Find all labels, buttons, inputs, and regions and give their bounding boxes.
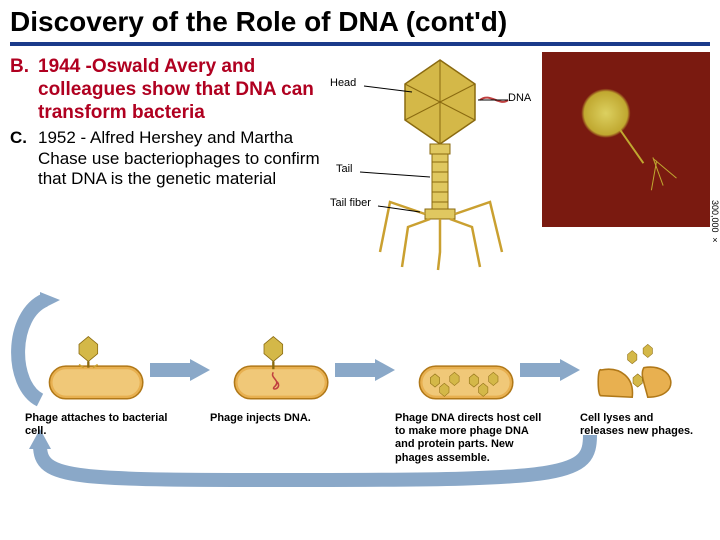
lifecycle-caption-2: Phage injects DNA. <box>210 412 360 425</box>
lifecycle-caption-3: Phage DNA directs host cell to make more… <box>395 412 545 465</box>
title-underline <box>10 42 710 46</box>
micrograph-scale: 300,000 × <box>710 200 720 540</box>
lifecycle-stage-2: Phage injects DNA. <box>210 335 370 425</box>
lifecycle-stage-4: Cell lyses and releases new phages. <box>580 335 710 438</box>
phage-lifecycle: Phage attaches to bacterial cell. Phage … <box>10 300 710 530</box>
bullet-b-letter: B. <box>10 56 38 124</box>
phage-label-tailfiber: Tail fiber <box>330 197 371 209</box>
bullet-c-text: 1952 - Alfred Hershey and Martha Chase u… <box>38 128 340 189</box>
phage-label-tail: Tail <box>336 163 353 175</box>
phage-label-dna: DNA <box>508 92 531 104</box>
bullet-c-letter: C. <box>10 128 38 189</box>
bullet-list: B. 1944 -Oswald Avery and colleagues sho… <box>0 52 350 190</box>
lifecycle-stage-3: Phage DNA directs host cell to make more… <box>395 335 555 465</box>
bullet-c: C. 1952 - Alfred Hershey and Martha Chas… <box>10 128 340 189</box>
lifecycle-stage-1: Phage attaches to bacterial cell. <box>25 335 185 438</box>
bullet-b-text: 1944 -Oswald Avery and colleagues show t… <box>38 56 340 124</box>
bullet-b: B. 1944 -Oswald Avery and colleagues sho… <box>10 56 340 124</box>
lifecycle-caption-1: Phage attaches to bacterial cell. <box>25 412 175 438</box>
phage-anatomy-diagram: Head DNA Tail Tail fiber <box>330 52 530 272</box>
phage-micrograph <box>542 52 710 227</box>
page-title: Discovery of the Role of DNA (cont'd) <box>0 0 720 40</box>
lifecycle-caption-4: Cell lyses and releases new phages. <box>580 412 700 438</box>
phage-label-head: Head <box>330 77 356 89</box>
